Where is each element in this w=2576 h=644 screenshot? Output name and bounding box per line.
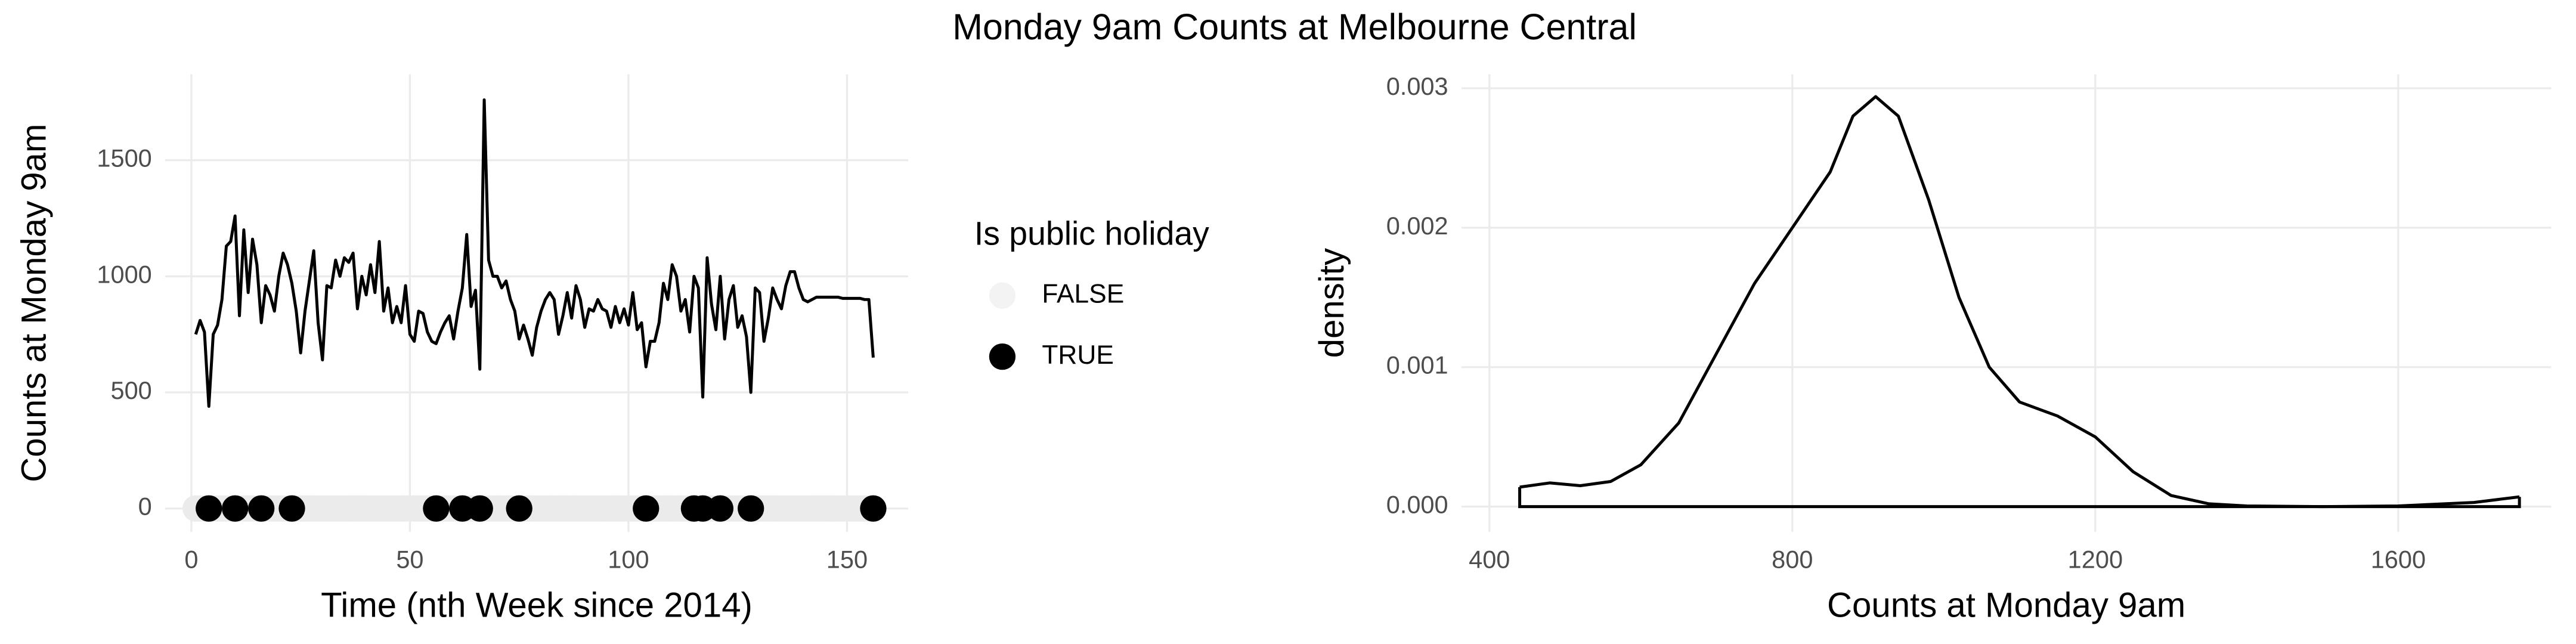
point bbox=[248, 495, 275, 522]
x-tick-label: 0 bbox=[184, 546, 198, 574]
density-curve bbox=[1519, 95, 2520, 509]
legend-marker bbox=[989, 282, 1016, 309]
chart-title: Monday 9am Counts at Melbourne Central bbox=[952, 7, 1637, 47]
x-tick-label: 800 bbox=[1772, 546, 1813, 574]
point bbox=[738, 495, 764, 522]
y-tick-label: 0.002 bbox=[1386, 212, 1448, 240]
y-tick-label: 0 bbox=[138, 493, 152, 521]
x-axis-title: Counts at Monday 9am bbox=[1827, 586, 2185, 624]
y-axis-title: Counts at Monday 9am bbox=[14, 124, 53, 482]
x-tick-label: 50 bbox=[396, 546, 423, 574]
x-tick-label: 1600 bbox=[2371, 546, 2426, 574]
point bbox=[278, 495, 305, 522]
y-tick-label: 500 bbox=[110, 376, 151, 404]
x-tick-label: 1200 bbox=[2068, 546, 2123, 574]
legend-marker bbox=[989, 343, 1016, 370]
point bbox=[466, 495, 493, 522]
line bbox=[194, 98, 875, 408]
x-tick-label: 400 bbox=[1469, 546, 1510, 574]
point bbox=[222, 495, 249, 522]
point bbox=[506, 495, 532, 522]
y-tick-label: 1000 bbox=[97, 260, 151, 288]
y-axis-title: density bbox=[1312, 248, 1351, 358]
legend-label: TRUE bbox=[1042, 340, 1114, 370]
x-tick-label: 150 bbox=[826, 546, 868, 574]
x-tick-label: 100 bbox=[608, 546, 649, 574]
y-tick-label: 0.001 bbox=[1386, 351, 1448, 379]
point bbox=[423, 495, 450, 522]
density-outline bbox=[1518, 487, 2521, 509]
point bbox=[860, 495, 887, 522]
point bbox=[196, 495, 222, 522]
legend-label: FALSE bbox=[1042, 279, 1124, 308]
point bbox=[633, 495, 660, 522]
y-tick-label: 0.000 bbox=[1386, 491, 1448, 519]
y-tick-label: 0.003 bbox=[1386, 72, 1448, 100]
point bbox=[707, 495, 734, 522]
y-tick-label: 1500 bbox=[97, 144, 151, 172]
x-axis-title: Time (nth Week since 2014) bbox=[321, 586, 753, 624]
legend-title: Is public holiday bbox=[974, 215, 1209, 252]
